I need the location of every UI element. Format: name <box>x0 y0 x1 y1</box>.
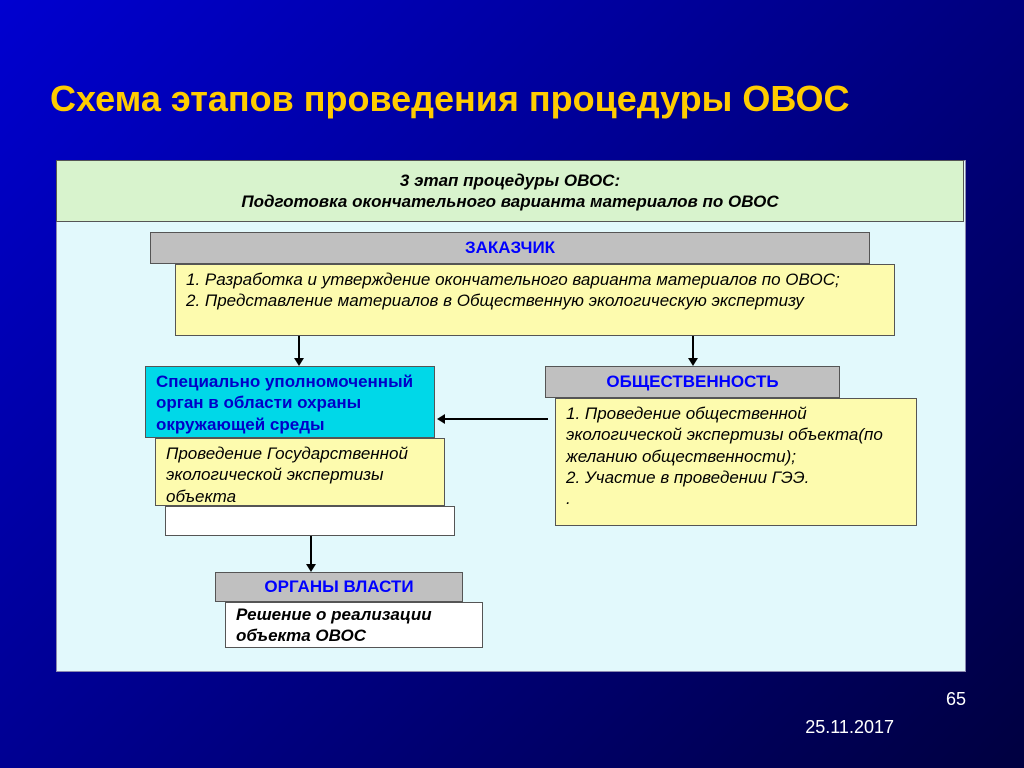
arrow-line <box>692 336 694 358</box>
stage-header: 3 этап процедуры ОВОС: Подготовка оконча… <box>56 160 964 222</box>
customer-block: ЗАКАЗЧИК <box>150 232 870 264</box>
stage-header-line2: Подготовка окончательного варианта матер… <box>67 191 953 212</box>
arrow-line <box>298 336 300 358</box>
slide-title: Схема этапов проведения процедуры ОВОС <box>50 78 850 120</box>
page-number: 65 <box>946 689 966 710</box>
decision-block: Решение о реализации объекта ОВОС <box>225 602 483 648</box>
public-block: ОБЩЕСТВЕННОСТЬ <box>545 366 840 398</box>
authorities-label: ОРГАНЫ ВЛАСТИ <box>264 576 413 597</box>
arrow-head-icon <box>306 564 316 572</box>
state-expertise-text: Проведение Государственной экологической… <box>166 443 434 507</box>
arrow-head-icon <box>688 358 698 366</box>
public-tasks-block: 1. Проведение общественной экологической… <box>555 398 917 526</box>
arrow-head-icon <box>437 414 445 424</box>
state-expertise-block: Проведение Государственной экологической… <box>155 438 445 506</box>
customer-tasks: 1. Разработка и утверждение окончательно… <box>175 264 895 336</box>
authorized-body-block: Специально уполномоченный орган в област… <box>145 366 435 438</box>
slide: Схема этапов проведения процедуры ОВОС 3… <box>0 0 1024 768</box>
public-tasks-text: 1. Проведение общественной экологической… <box>566 403 906 509</box>
arrow-head-icon <box>294 358 304 366</box>
authorities-block: ОРГАНЫ ВЛАСТИ <box>215 572 463 602</box>
stage-header-line1: 3 этап процедуры ОВОС: <box>67 170 953 191</box>
authorized-body-text: Специально уполномоченный орган в област… <box>156 371 424 435</box>
arrow-line <box>310 536 312 564</box>
empty-white-block <box>165 506 455 536</box>
slide-date: 25.11.2017 <box>805 717 894 738</box>
decision-text: Решение о реализации объекта ОВОС <box>236 604 472 647</box>
customer-tasks-text: 1. Разработка и утверждение окончательно… <box>186 269 884 312</box>
arrow-line <box>445 418 548 420</box>
public-label: ОБЩЕСТВЕННОСТЬ <box>606 371 778 392</box>
customer-label: ЗАКАЗЧИК <box>465 237 555 258</box>
